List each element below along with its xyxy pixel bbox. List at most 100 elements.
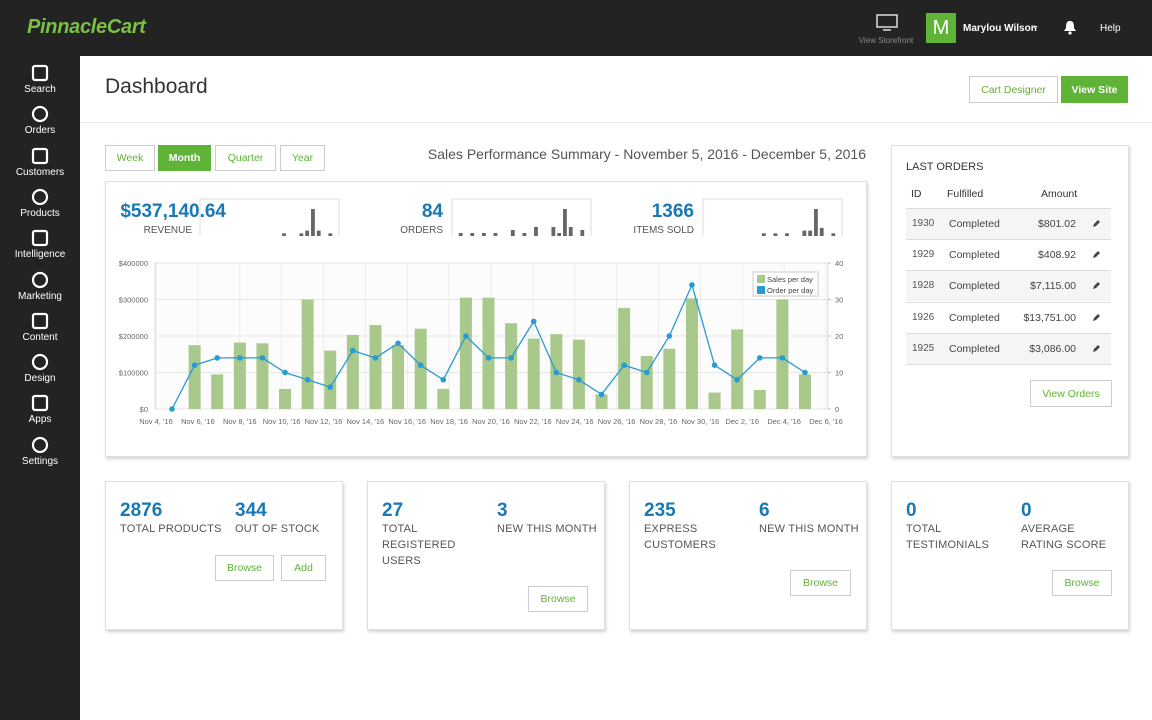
order-id[interactable]: 1925 [912,342,935,354]
order-id[interactable]: 1929 [912,249,935,261]
button[interactable]: Browse [215,555,274,581]
sidebar [0,56,80,720]
edit-icon[interactable] [1092,220,1100,228]
stat-value: 3 [497,500,508,521]
order-id[interactable]: 1928 [912,280,935,292]
edit-icon[interactable] [1092,313,1100,322]
user-name[interactable]: Marylou Wilson [963,23,1037,34]
line-point [237,355,243,361]
line-point [282,369,288,376]
stat-card [629,481,867,630]
pencil [1093,220,1100,227]
button[interactable]: Month [158,145,211,171]
nav-item[interactable]: Products [20,207,60,219]
button[interactable]: Year [280,145,325,171]
x-tick-label: Nov 4, '16 [139,417,173,426]
order-status: Completed [949,280,1000,293]
y2-tick-label: 30 [835,296,843,305]
icon-shape [31,64,49,82]
order-id[interactable]: 1930 [912,218,935,229]
line-point [372,355,379,361]
icon-shape [31,230,49,247]
y2-tick-label: 20 [835,332,843,341]
nav-icon [31,271,49,288]
line-point [463,333,469,339]
edit-icon[interactable] [1092,282,1100,290]
bar [369,325,382,409]
kpi-label: REVENUE [144,225,193,236]
bar [301,299,314,409]
stat-value: 2876 [120,500,163,521]
line-point [259,355,266,361]
spark-bar [831,233,836,236]
bar [414,328,427,409]
nav-item[interactable]: Marketing [18,290,62,302]
bar [505,323,518,409]
kpi-label: ITEMS SOLD [633,225,694,236]
nav-item[interactable]: Customers [15,166,65,178]
bar [708,392,721,409]
bar [527,338,540,409]
bar [188,345,201,409]
icon-shape [31,436,49,453]
stat-label: TOTAL TESTIMONIALS [906,523,990,551]
button[interactable]: Week [105,145,155,171]
help-link[interactable]: Help [1100,23,1121,34]
bar [324,350,337,409]
column-header: ID [911,188,922,200]
order-id[interactable]: 1926 [912,311,935,323]
nav-item[interactable]: Content [22,331,58,343]
line-point [417,362,424,369]
spark-bar [299,233,304,236]
storefront-icon [876,14,898,31]
button[interactable]: View Site [1061,76,1128,103]
line-point [395,340,401,347]
button[interactable]: Browse [528,586,588,612]
bar [211,374,224,409]
line-point [508,355,514,361]
stat-value: 344 [235,500,267,521]
nav-item[interactable]: Settings [21,455,59,467]
bar [799,374,811,409]
x-tick-label: Dec 2, '16 [725,417,759,426]
bell-icon[interactable] [1063,20,1077,35]
spark-bar [819,227,824,236]
page-title: Dashboard [105,75,208,98]
spark-bar [563,209,567,236]
stat-label: AVERAGE RATING SCORE [1021,523,1107,551]
bar [233,342,246,409]
edit-icon[interactable] [1092,344,1100,353]
stat-value: 0 [906,500,917,521]
button[interactable]: Browse [790,570,851,596]
button[interactable]: Cart Designer [969,76,1058,103]
icon-shape [31,353,49,371]
stat-card [891,481,1129,630]
nav-item[interactable]: Search [24,84,56,95]
y-tick-label: $200000 [119,332,148,341]
bar [685,298,698,409]
nav-item[interactable]: Intelligence [14,249,66,261]
icon-shape [31,147,49,164]
x-tick-label: Nov 18, '16 [430,417,468,426]
y-tick-label: $0 [140,405,148,414]
button[interactable]: Browse [1052,570,1112,596]
x-tick-label: Nov 26, '16 [598,417,636,426]
edit-icon[interactable] [1092,251,1100,259]
nav-item[interactable]: Design [24,373,56,385]
spark-frame [199,198,340,236]
button[interactable]: Quarter [215,145,276,171]
avatar[interactable]: M [926,13,956,43]
button[interactable]: View Orders [1030,380,1112,407]
y-tick-label: $400000 [119,259,148,268]
nav-item[interactable]: Orders [24,125,56,137]
line-point [802,369,808,376]
order-status: Completed [949,218,1000,230]
button[interactable]: Add [281,555,326,581]
spark-bar [580,230,585,236]
storefront-link[interactable]: View Storefront [858,36,914,45]
nav-item[interactable]: Apps [28,414,52,426]
table-row [906,332,1111,364]
spark-bar [785,233,789,236]
bar [437,388,450,409]
stat-label: NEW THIS MONTH [759,523,859,535]
